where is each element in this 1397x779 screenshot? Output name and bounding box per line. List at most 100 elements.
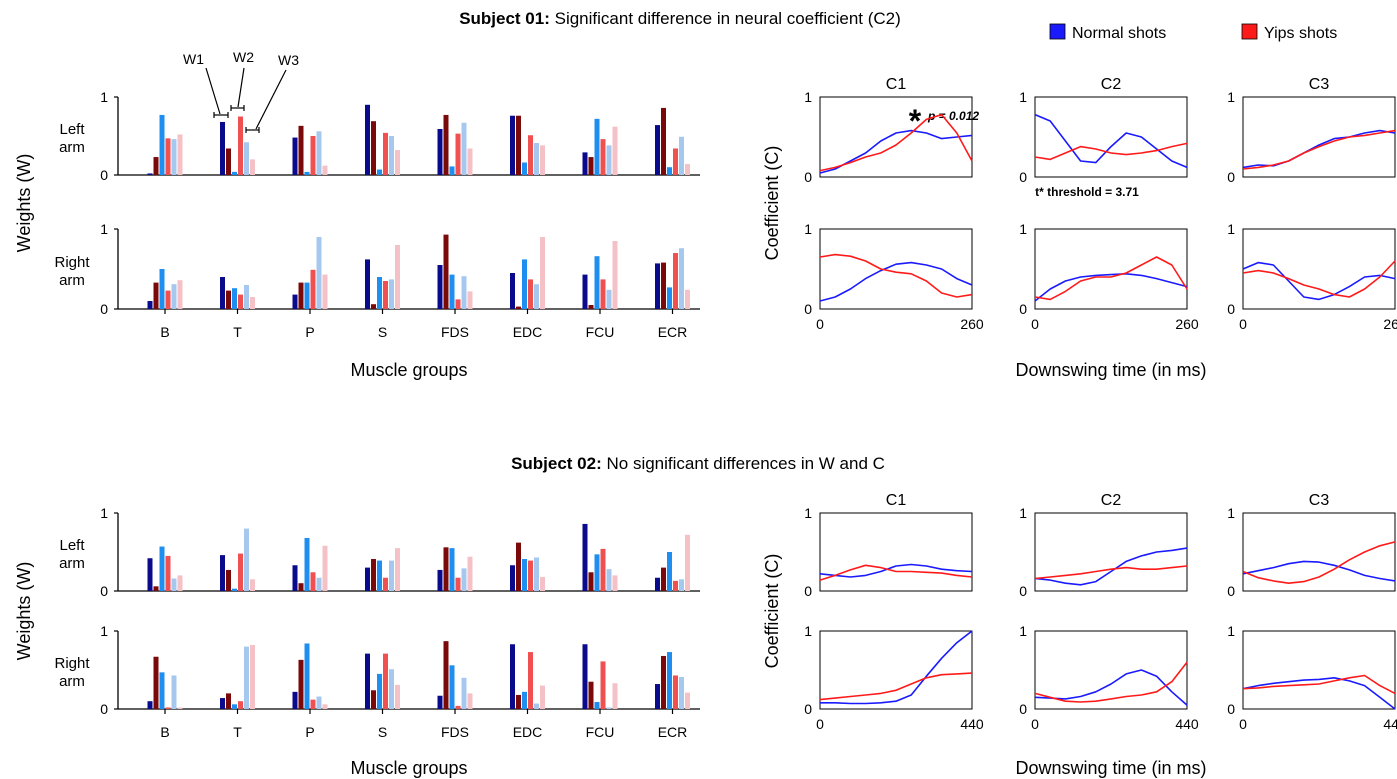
bar	[467, 556, 473, 591]
bar	[510, 115, 515, 175]
bar	[443, 547, 449, 591]
y-tick-label: 1	[1019, 505, 1027, 521]
series-line-normal	[819, 563, 973, 578]
bar	[232, 171, 237, 175]
bar	[147, 701, 153, 709]
bar	[437, 569, 443, 591]
bar	[612, 241, 618, 309]
plot-frame	[1034, 228, 1188, 310]
bar	[244, 528, 249, 591]
series-line-yips	[819, 564, 973, 581]
row-label: arm	[59, 555, 85, 572]
bar	[588, 157, 594, 175]
bar	[147, 173, 153, 175]
y-tick-label: 0	[804, 701, 812, 717]
bar	[528, 652, 533, 709]
bar	[673, 675, 678, 709]
bar	[667, 287, 672, 309]
series-line-normal	[1242, 129, 1396, 169]
bar	[220, 698, 225, 709]
y-tick-label: 0	[1227, 583, 1235, 599]
bar	[226, 290, 231, 309]
bar	[310, 269, 316, 309]
bar	[516, 694, 521, 709]
x-tick-label: 0	[1031, 316, 1039, 332]
subject01-title-rest: Significant difference in neural coeffic…	[550, 9, 901, 28]
bar	[365, 567, 370, 591]
bar	[661, 655, 666, 709]
y-tick-label: 1	[804, 505, 812, 521]
bar	[594, 118, 600, 175]
y-tick-label: 1	[804, 221, 812, 237]
x-tick-label: 0	[816, 316, 824, 332]
bar	[383, 132, 388, 175]
bar	[522, 259, 527, 309]
bar	[383, 653, 388, 709]
bar	[528, 560, 533, 591]
y-tick-label: 1	[1227, 221, 1235, 237]
y-axis-label: Coefficient (C)	[762, 146, 782, 261]
y-tick-label: 1	[1227, 623, 1235, 639]
x-tick-label: B	[160, 324, 169, 340]
bar	[655, 684, 660, 709]
legend-swatch-normal	[1049, 23, 1066, 40]
bar	[147, 301, 153, 309]
series-line-yips	[1242, 674, 1396, 695]
series-line-normal	[1034, 272, 1188, 302]
bar	[220, 121, 225, 175]
bar	[437, 128, 443, 175]
plot-frame	[1242, 228, 1396, 310]
bar	[655, 577, 660, 591]
bar	[298, 125, 304, 175]
bar	[588, 572, 594, 591]
bar	[292, 137, 298, 175]
plot-frame	[819, 228, 973, 310]
bar	[365, 259, 370, 309]
bar	[522, 162, 527, 175]
y-tick-label: 0	[1227, 169, 1235, 185]
bar	[461, 568, 467, 591]
bar	[600, 279, 606, 309]
bar	[437, 265, 443, 309]
bar	[177, 134, 183, 175]
plot-frame	[819, 630, 973, 710]
bar	[661, 262, 666, 309]
x-tick-label: 0	[1239, 716, 1247, 732]
y-tick-label: 1	[1227, 505, 1235, 521]
plot-frame	[1034, 96, 1188, 178]
legend-swatch-yips	[1241, 23, 1258, 40]
bar	[685, 289, 690, 309]
bar	[540, 237, 545, 309]
bar	[165, 707, 171, 709]
bar	[304, 282, 310, 309]
w3-pointer	[255, 69, 287, 130]
bar	[522, 691, 527, 709]
bar	[292, 294, 298, 309]
bar	[655, 263, 660, 309]
bar	[383, 281, 388, 309]
bar	[395, 548, 400, 591]
bar	[250, 645, 255, 709]
y-tick-label: 1	[100, 89, 108, 105]
bar	[365, 104, 370, 175]
bar	[177, 575, 183, 591]
x-tick-label: 0	[1031, 716, 1039, 732]
legend-label-normal: Normal shots	[1072, 25, 1166, 42]
series-line-yips	[1034, 565, 1188, 580]
row-label: arm	[59, 272, 85, 289]
bar	[606, 145, 612, 175]
x-tick-label: ECR	[658, 324, 688, 340]
bar	[449, 665, 455, 709]
bar	[304, 537, 310, 591]
bar	[673, 253, 678, 309]
bar	[220, 277, 225, 309]
x-axis-label: Downswing time (in ms)	[1015, 758, 1206, 778]
bar	[395, 245, 400, 309]
bar	[528, 135, 533, 175]
bar	[316, 577, 322, 591]
row-label: arm	[59, 673, 85, 690]
y-tick-label: 1	[1227, 89, 1235, 105]
bar	[238, 553, 243, 591]
y-tick-label: 0	[1019, 301, 1027, 317]
bar	[238, 116, 243, 175]
